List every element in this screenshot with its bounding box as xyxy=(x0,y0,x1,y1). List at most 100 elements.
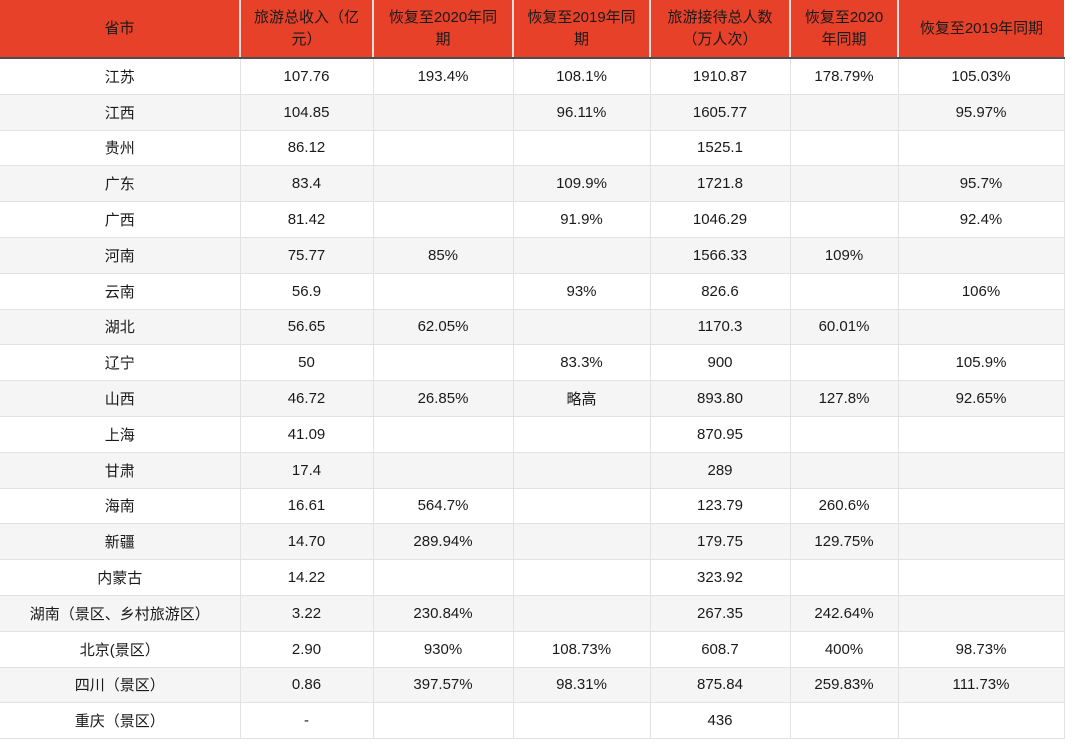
cell-province: 新疆 xyxy=(0,523,240,561)
cell-visitors-recovery-2020: 109% xyxy=(789,237,898,274)
cell-visitors-recovery-2020 xyxy=(789,273,898,310)
cell-revenue-recovery-2020: 193.4% xyxy=(372,58,513,95)
cell-total-revenue: 14.22 xyxy=(239,559,373,596)
cell-total-revenue: 81.42 xyxy=(239,201,373,238)
cell-revenue-recovery-2019: 108.73% xyxy=(512,631,650,668)
cell-revenue-recovery-2019 xyxy=(512,416,650,453)
table-row: 内蒙古 14.22 323.92 xyxy=(0,559,1065,596)
cell-total-visitors: 826.6 xyxy=(649,273,790,310)
cell-visitors-recovery-2019: 95.97% xyxy=(897,94,1065,131)
cell-revenue-recovery-2020: 397.57% xyxy=(372,667,513,704)
cell-revenue-recovery-2019: 略高 xyxy=(512,380,650,417)
table-row: 贵州 86.12 1525.1 xyxy=(0,130,1065,167)
cell-total-visitors: 1525.1 xyxy=(649,130,790,167)
cell-total-visitors: 1566.33 xyxy=(649,237,790,274)
cell-revenue-recovery-2020 xyxy=(372,702,513,740)
cell-visitors-recovery-2019 xyxy=(897,237,1065,274)
cell-visitors-recovery-2019: 105.9% xyxy=(897,344,1065,382)
cell-visitors-recovery-2019: 92.4% xyxy=(897,201,1065,238)
table-row: 江西 104.85 96.11% 1605.77 95.97% xyxy=(0,94,1065,131)
cell-total-visitors: 608.7 xyxy=(649,631,790,668)
cell-province: 甘肃 xyxy=(0,452,240,489)
cell-total-visitors: 267.35 xyxy=(649,595,790,632)
table-row: 广西 81.42 91.9% 1046.29 92.4% xyxy=(0,201,1065,238)
cell-revenue-recovery-2020 xyxy=(372,344,513,382)
cell-revenue-recovery-2019: 98.31% xyxy=(512,667,650,704)
column-header-revenue-recovery-2020: 恢复至2020年同期 xyxy=(372,0,513,59)
table-row: 河南 75.77 85% 1566.33 109% xyxy=(0,237,1065,274)
cell-revenue-recovery-2019 xyxy=(512,452,650,489)
cell-visitors-recovery-2019: 98.73% xyxy=(897,631,1065,668)
cell-revenue-recovery-2020 xyxy=(372,165,513,203)
cell-revenue-recovery-2020: 564.7% xyxy=(372,488,513,525)
cell-revenue-recovery-2019: 93% xyxy=(512,273,650,310)
cell-total-visitors: 1170.3 xyxy=(649,309,790,346)
cell-total-visitors: 179.75 xyxy=(649,523,790,561)
cell-revenue-recovery-2019 xyxy=(512,130,650,167)
tourism-recovery-table: 省市 旅游总收入（亿元） 恢复至2020年同期 恢复至2019年同期 旅游接待总… xyxy=(0,0,1065,740)
cell-total-visitors: 900 xyxy=(649,344,790,382)
cell-province: 辽宁 xyxy=(0,344,240,382)
table-row: 江苏 107.76 193.4% 108.1% 1910.87 178.79% … xyxy=(0,58,1065,95)
cell-province: 山西 xyxy=(0,380,240,417)
column-header-revenue-recovery-2019: 恢复至2019年同期 xyxy=(512,0,650,59)
cell-revenue-recovery-2019: 91.9% xyxy=(512,201,650,238)
cell-visitors-recovery-2019 xyxy=(897,488,1065,525)
cell-total-revenue: 3.22 xyxy=(239,595,373,632)
cell-visitors-recovery-2020: 259.83% xyxy=(789,667,898,704)
cell-visitors-recovery-2020: 60.01% xyxy=(789,309,898,346)
cell-visitors-recovery-2020 xyxy=(789,201,898,238)
table-header: 省市 旅游总收入（亿元） 恢复至2020年同期 恢复至2019年同期 旅游接待总… xyxy=(0,0,1064,59)
cell-total-visitors: 1046.29 xyxy=(649,201,790,238)
cell-visitors-recovery-2019: 106% xyxy=(897,273,1065,310)
cell-province: 北京(景区） xyxy=(0,631,240,668)
cell-revenue-recovery-2019 xyxy=(512,523,650,561)
cell-total-visitors: 323.92 xyxy=(649,559,790,596)
cell-province: 重庆（景区） xyxy=(0,702,240,740)
cell-visitors-recovery-2020 xyxy=(789,559,898,596)
table-row: 重庆（景区） - 436 xyxy=(0,702,1065,740)
cell-province: 贵州 xyxy=(0,130,240,167)
cell-visitors-recovery-2020 xyxy=(789,130,898,167)
cell-province: 广西 xyxy=(0,201,240,238)
cell-revenue-recovery-2020 xyxy=(372,94,513,131)
cell-visitors-recovery-2019 xyxy=(897,309,1065,346)
cell-province: 海南 xyxy=(0,488,240,525)
cell-total-visitors: 1721.8 xyxy=(649,165,790,203)
cell-visitors-recovery-2020: 127.8% xyxy=(789,380,898,417)
table-row: 甘肃 17.4 289 xyxy=(0,452,1065,489)
cell-total-visitors: 1910.87 xyxy=(649,58,790,95)
cell-total-visitors: 1605.77 xyxy=(649,94,790,131)
cell-visitors-recovery-2020 xyxy=(789,702,898,740)
cell-visitors-recovery-2020: 260.6% xyxy=(789,488,898,525)
cell-revenue-recovery-2020 xyxy=(372,452,513,489)
cell-revenue-recovery-2020 xyxy=(372,273,513,310)
cell-visitors-recovery-2019 xyxy=(897,416,1065,453)
cell-revenue-recovery-2020: 26.85% xyxy=(372,380,513,417)
table-row: 山西 46.72 26.85% 略高 893.80 127.8% 92.65% xyxy=(0,380,1065,417)
cell-revenue-recovery-2020 xyxy=(372,201,513,238)
cell-total-revenue: 104.85 xyxy=(239,94,373,131)
cell-total-revenue: 2.90 xyxy=(239,631,373,668)
column-header-total-revenue: 旅游总收入（亿元） xyxy=(239,0,373,59)
cell-total-revenue: 50 xyxy=(239,344,373,382)
cell-revenue-recovery-2019: 96.11% xyxy=(512,94,650,131)
cell-visitors-recovery-2019 xyxy=(897,523,1065,561)
cell-visitors-recovery-2020 xyxy=(789,344,898,382)
cell-total-visitors: 289 xyxy=(649,452,790,489)
cell-total-visitors: 893.80 xyxy=(649,380,790,417)
cell-province: 上海 xyxy=(0,416,240,453)
cell-visitors-recovery-2020: 242.64% xyxy=(789,595,898,632)
cell-visitors-recovery-2019 xyxy=(897,452,1065,489)
column-header-province: 省市 xyxy=(0,0,240,59)
table-row: 湖南（景区、乡村旅游区） 3.22 230.84% 267.35 242.64% xyxy=(0,595,1065,632)
cell-total-revenue: 46.72 xyxy=(239,380,373,417)
cell-visitors-recovery-2019: 95.7% xyxy=(897,165,1065,203)
cell-revenue-recovery-2019 xyxy=(512,702,650,740)
cell-province: 云南 xyxy=(0,273,240,310)
cell-province: 广东 xyxy=(0,165,240,203)
cell-total-revenue: 14.70 xyxy=(239,523,373,561)
column-header-visitors-recovery-2020: 恢复至2020年同期 xyxy=(789,0,898,59)
cell-total-revenue: 56.9 xyxy=(239,273,373,310)
cell-visitors-recovery-2019: 92.65% xyxy=(897,380,1065,417)
